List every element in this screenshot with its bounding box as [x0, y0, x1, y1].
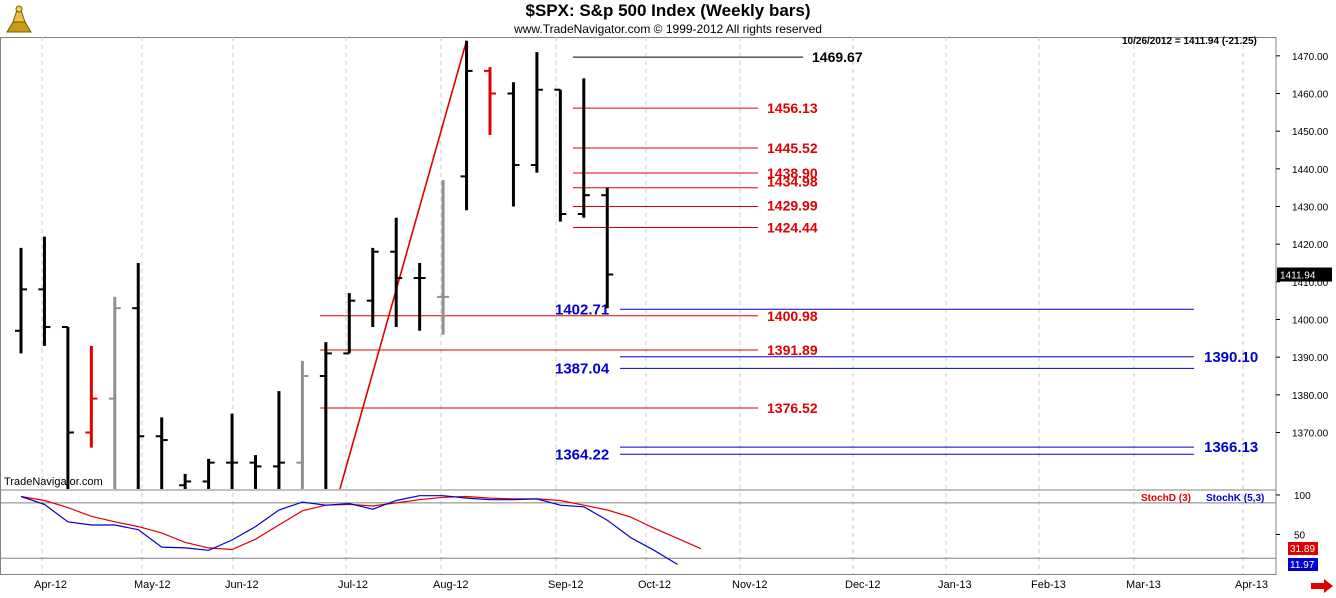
stochK-line — [20, 495, 678, 566]
ohlc-bar — [202, 458, 215, 489]
level-label: 1391.89 — [767, 342, 818, 358]
y-tick-label: 1420.00 — [1292, 240, 1329, 251]
stochD-line — [20, 495, 702, 551]
x-tick-label: Oct-12 — [638, 579, 671, 591]
tradenavigator-logo-icon — [3, 4, 35, 34]
x-tick-label: Feb-13 — [1031, 579, 1066, 591]
chart-subtitle: www.TradeNavigator.com © 1999-2012 All r… — [514, 22, 822, 36]
y-tick-label: 1380.00 — [1292, 391, 1329, 402]
stoch-legend: StochD (3) — [1141, 493, 1191, 504]
ohlc-bar — [460, 40, 473, 211]
level-label: 1469.67 — [812, 49, 863, 65]
y-tick-label: 1400.00 — [1292, 316, 1329, 327]
x-tick-label: Jun-12 — [225, 579, 259, 591]
scroll-right-arrow-icon[interactable] — [1310, 579, 1334, 593]
ohlc-bar — [272, 391, 285, 489]
y-tick-label: 1370.00 — [1292, 429, 1329, 440]
x-tick-label: Dec-12 — [845, 579, 880, 591]
ohlc-bar — [437, 180, 450, 335]
stoch-y-tick-label: 50 — [1294, 530, 1306, 541]
ohlc-bar — [530, 52, 543, 173]
level-label: 1387.04 — [555, 360, 610, 377]
level-label: 1366.13 — [1204, 439, 1258, 456]
ohlc-bar — [413, 263, 426, 331]
level-label: 1400.98 — [767, 308, 818, 324]
x-tick-label: Nov-12 — [732, 579, 767, 591]
x-tick-label: May-12 — [134, 579, 171, 591]
x-tick-label: Mar-13 — [1126, 579, 1161, 591]
last-price-label: 1411.94 — [1280, 271, 1316, 282]
level-label: 1424.44 — [767, 219, 818, 235]
y-tick-label: 1410.00 — [1292, 278, 1329, 289]
last-price-tag — [1277, 267, 1332, 282]
stoch-value-tag — [1288, 542, 1318, 555]
y-tick-label: 1440.00 — [1292, 165, 1329, 176]
level-label: 1434.98 — [767, 174, 818, 190]
y-tick-label: 1470.00 — [1292, 52, 1329, 63]
x-tick-label: Apr-13 — [1235, 579, 1268, 591]
stoch-y-tick-label: 100 — [1294, 491, 1311, 502]
chart-frame — [0, 37, 1277, 575]
ohlc-bar — [484, 67, 496, 135]
ohlc-bar — [390, 217, 403, 328]
level-label: 1456.13 — [767, 100, 818, 116]
ohlc-bar — [319, 342, 332, 489]
level-label: 1390.10 — [1204, 349, 1258, 366]
x-tick-label: Jul-12 — [338, 579, 368, 591]
ohlc-bar — [577, 78, 590, 218]
y-tick-label: 1430.00 — [1292, 203, 1329, 214]
price-readout: 10/26/2012 = 1411.94 (-21.25) — [1122, 36, 1257, 47]
ohlc-bar — [132, 263, 145, 489]
level-label: 1438.90 — [767, 165, 818, 181]
ohlc-bar — [249, 455, 262, 489]
level-label: 1376.52 — [767, 400, 818, 416]
x-tick-label: Jan-13 — [938, 579, 972, 591]
ohlc-bar — [179, 473, 192, 489]
trend-line — [339, 40, 468, 490]
y-tick-label: 1460.00 — [1292, 90, 1329, 101]
ohlc-bar — [85, 345, 98, 448]
ohlc-bar — [15, 247, 27, 354]
ohlc-bar — [507, 82, 520, 207]
level-label: 1429.99 — [767, 198, 818, 214]
x-tick-label: Sep-12 — [548, 579, 583, 591]
level-label: 1402.71 — [555, 301, 609, 318]
x-tick-label: Apr-12 — [34, 579, 67, 591]
ohlc-bar — [61, 326, 74, 489]
chart-title: $SPX: S&p 500 Index (Weekly bars) — [525, 1, 811, 20]
ohlc-bar — [296, 360, 309, 489]
x-tick-label: Aug-12 — [433, 579, 468, 591]
ohlc-bar — [343, 293, 356, 355]
ohlc-bar — [601, 187, 614, 309]
y-tick-label: 1390.00 — [1292, 353, 1329, 364]
stoch-value-label: 11.97 — [1290, 560, 1315, 571]
level-label: 1364.22 — [555, 446, 609, 463]
ohlc-bar — [226, 413, 239, 489]
stoch-value-label: 31.89 — [1290, 544, 1315, 555]
watermark: TradeNavigator.com — [4, 476, 103, 488]
stoch-value-tag — [1288, 558, 1318, 571]
stoch-legend: StochK (5,3) — [1206, 493, 1264, 504]
ohlc-bar — [366, 247, 379, 328]
ohlc-bar — [108, 296, 121, 489]
ohlc-bar — [38, 236, 51, 346]
ohlc-bar — [155, 417, 168, 489]
y-tick-label: 1450.00 — [1292, 127, 1329, 138]
ohlc-bar — [554, 88, 567, 222]
level-label: 1445.52 — [767, 140, 818, 156]
